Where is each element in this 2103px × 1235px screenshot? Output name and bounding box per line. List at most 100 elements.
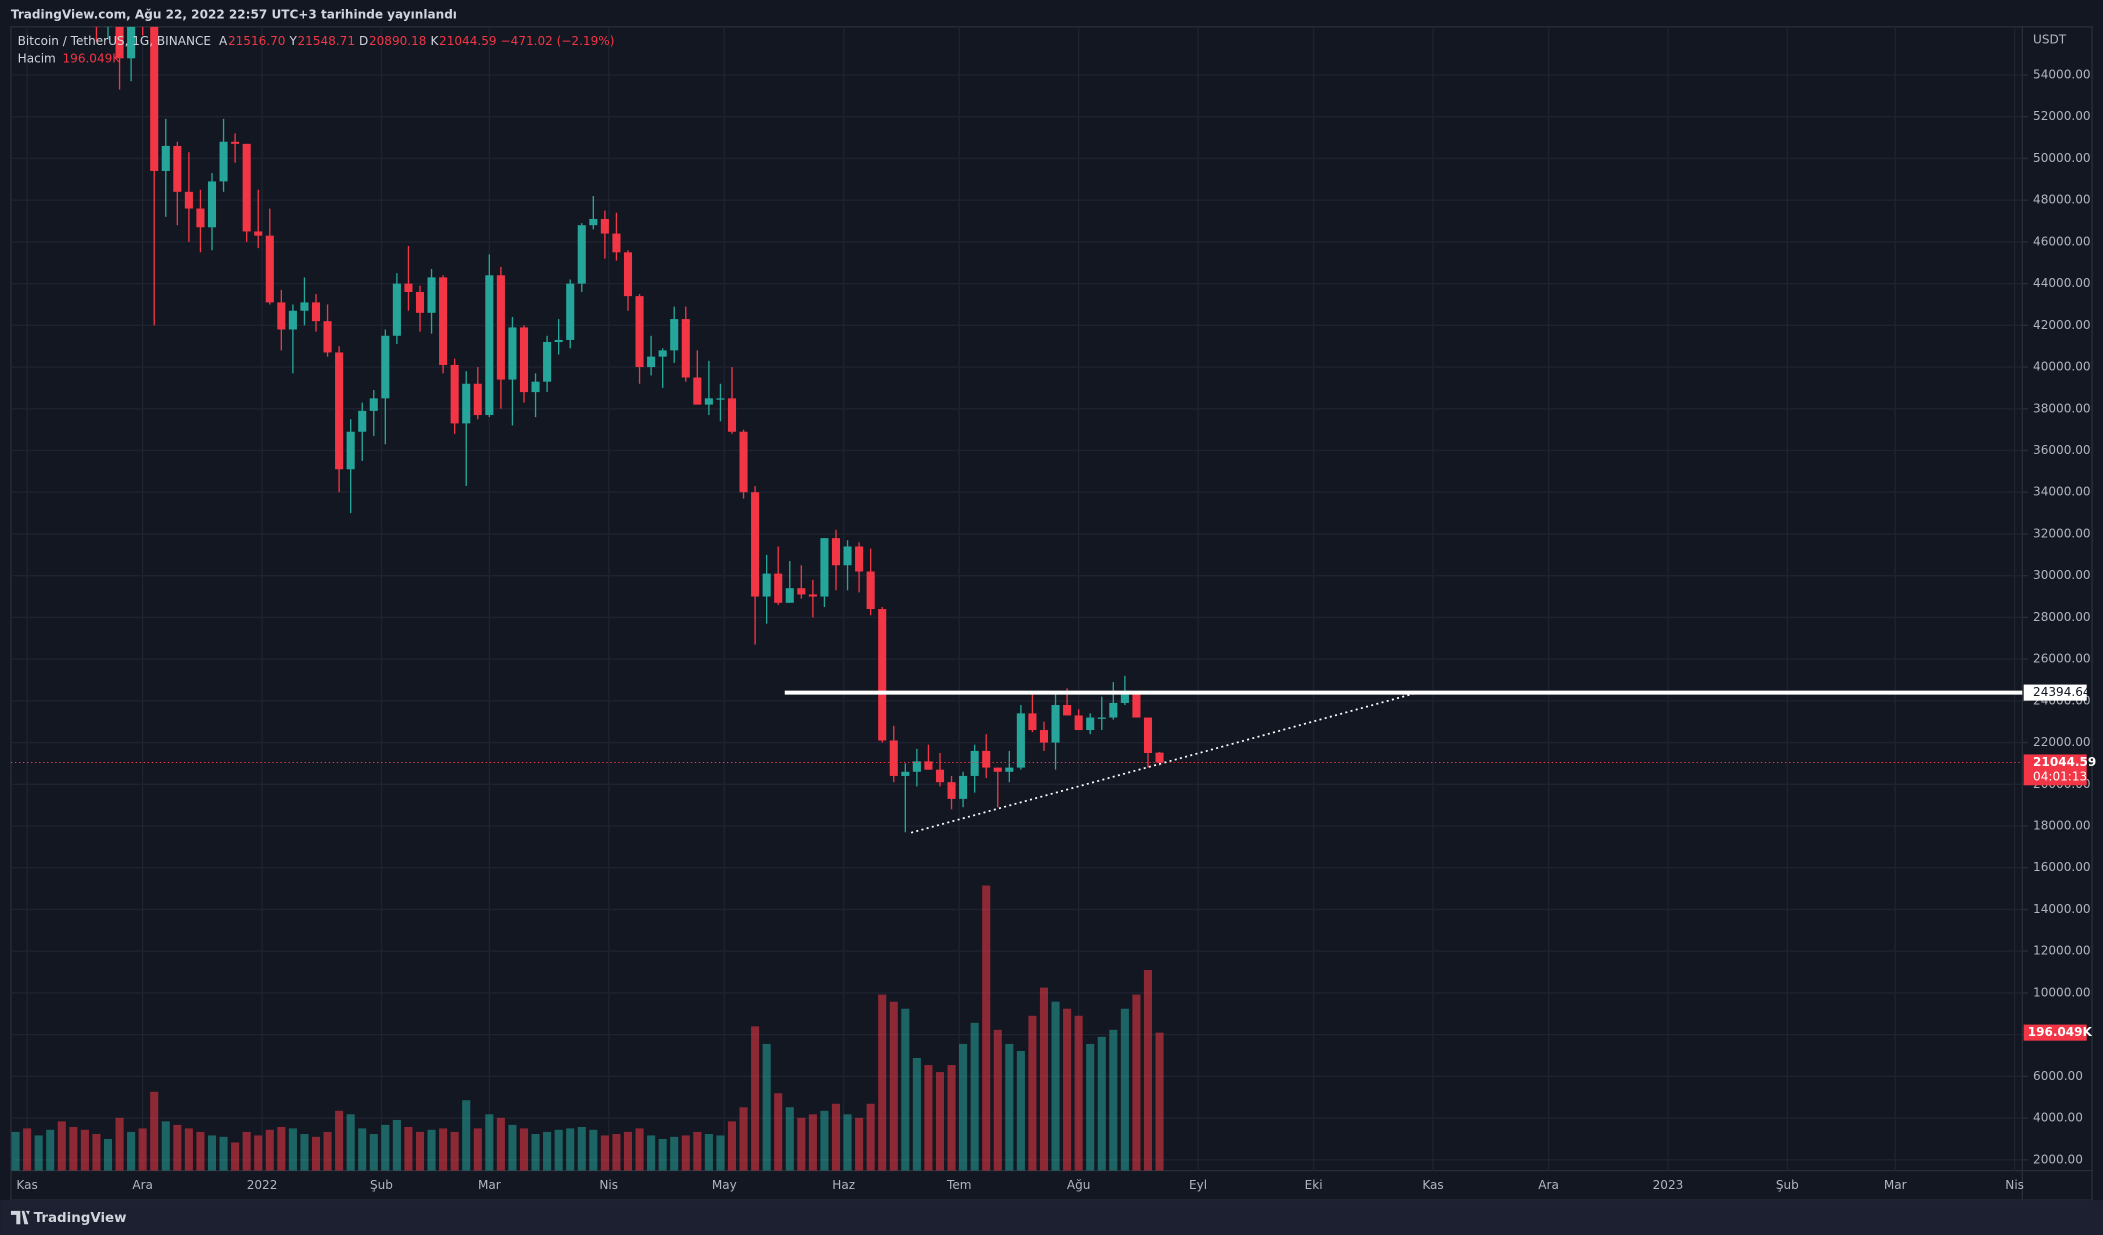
y-tick-label: 34000.00 (2033, 485, 2090, 499)
volume-bar (1086, 1043, 1095, 1171)
candle-body (600, 218, 609, 234)
candle-body (1074, 715, 1083, 731)
volume-bar (485, 1114, 494, 1171)
candle-body (1143, 717, 1153, 753)
volume-bar (473, 1128, 482, 1171)
volume-bar (1097, 1036, 1106, 1171)
grid (10, 26, 2023, 1171)
candle-body (1109, 702, 1118, 718)
candle-body (693, 377, 702, 405)
x-tick-label: Tem (946, 1178, 971, 1192)
candle-body (1016, 713, 1025, 768)
candle-body (635, 296, 644, 368)
candle-body (751, 492, 760, 597)
volume-bar (785, 1107, 794, 1171)
volume-bar (554, 1129, 563, 1171)
y-tick-label: 48000.00 (2033, 193, 2090, 207)
volume-bar (173, 1124, 182, 1171)
volume-bar (219, 1136, 228, 1171)
legend-ohlc-label: K (430, 34, 439, 48)
volume-bar (670, 1136, 679, 1171)
volume-bar (323, 1131, 332, 1171)
candle-body (335, 352, 344, 470)
candle-body (265, 235, 274, 303)
legend-change: −471.02 (−2.19%) (501, 34, 615, 48)
volume-bar (658, 1138, 667, 1171)
candle-body (762, 573, 771, 597)
candle-body (277, 302, 286, 330)
y-tick-label: 46000.00 (2033, 234, 2090, 248)
candle-body (496, 275, 505, 380)
y-tick-label: 36000.00 (2033, 443, 2090, 457)
x-tick-label: Haz (832, 1178, 855, 1192)
volume-bar (277, 1126, 286, 1171)
volume-bar (797, 1117, 806, 1171)
brand: TradingView (34, 1211, 127, 1226)
published-note: TradingView.com, Ağu 22, 2022 22:57 UTC+… (11, 7, 457, 21)
volume-bar (358, 1128, 367, 1171)
y-tick-label: 6000.00 (2033, 1069, 2083, 1083)
y-tick-label: 28000.00 (2033, 610, 2090, 624)
candle-body (103, 26, 113, 28)
volume-bar (716, 1135, 725, 1171)
volume-bar (519, 1128, 529, 1171)
volume-bar (138, 1128, 147, 1171)
volume-bar (577, 1126, 586, 1171)
candle-body (184, 191, 193, 209)
volume-bar (462, 1100, 471, 1171)
candle-body (785, 588, 794, 603)
hline-badge-label: 24394.64 (2033, 685, 2090, 699)
x-tick-label: Kas (16, 1178, 37, 1192)
candle-body (288, 310, 297, 330)
candle-body (300, 302, 309, 311)
volume-bar (589, 1129, 598, 1171)
candle-body (231, 141, 240, 144)
candle-body (531, 381, 540, 393)
volume-bar (566, 1128, 575, 1171)
candle-body (808, 594, 817, 597)
x-tick-label: 2022 (247, 1178, 278, 1192)
y-tick-label: 52000.00 (2033, 109, 2090, 123)
volume-bar (959, 1043, 968, 1171)
volume-bar (92, 1134, 101, 1171)
volume-bar (450, 1131, 459, 1171)
y-tick-label: 32000.00 (2033, 526, 2090, 540)
trendline (910, 691, 1418, 834)
price-badge (2023, 754, 2087, 786)
x-tick-label: Eki (1305, 1178, 1323, 1192)
volume-bar (982, 885, 991, 1171)
volume-bar (1005, 1043, 1014, 1171)
x-tick-label: Mar (1884, 1178, 1907, 1192)
x-tick-label: Ağu (1067, 1178, 1091, 1192)
footer-bar (0, 1200, 2103, 1235)
x-tick-label: Nis (599, 1178, 618, 1192)
candle-body (519, 327, 529, 393)
candle-body (982, 750, 991, 768)
candle-body (878, 609, 887, 741)
candle-body (623, 252, 633, 297)
volume-bar (751, 1026, 760, 1171)
x-tick-label: Kas (1422, 1178, 1443, 1192)
x-tick-label: Ara (132, 1178, 153, 1192)
y-tick-label: 10000.00 (2033, 985, 2090, 999)
volume-bar (439, 1128, 448, 1171)
volume-bar (889, 1001, 898, 1171)
candle-body (92, 26, 101, 28)
candle-body (1051, 705, 1060, 743)
volume-bar (254, 1135, 263, 1171)
candle-body (959, 775, 968, 799)
candle-body (392, 283, 401, 336)
y-tick-label: 14000.00 (2033, 902, 2090, 916)
legend-symbol: Bitcoin / TetherUS, 1G, BINANCE (18, 34, 211, 48)
x-tick-label: Şub (1776, 1178, 1799, 1192)
volume-bar (1132, 994, 1141, 1171)
y-tick-label: 2000.00 (2033, 1152, 2083, 1166)
volume-bar (831, 1103, 841, 1171)
candle-body (612, 233, 621, 253)
candle-body (415, 291, 425, 313)
candle-body (439, 277, 448, 365)
volume-bar (34, 1135, 43, 1171)
volume-bar (57, 1121, 66, 1171)
candle-body (346, 431, 355, 470)
x-tick-label: Nis (2005, 1178, 2024, 1192)
